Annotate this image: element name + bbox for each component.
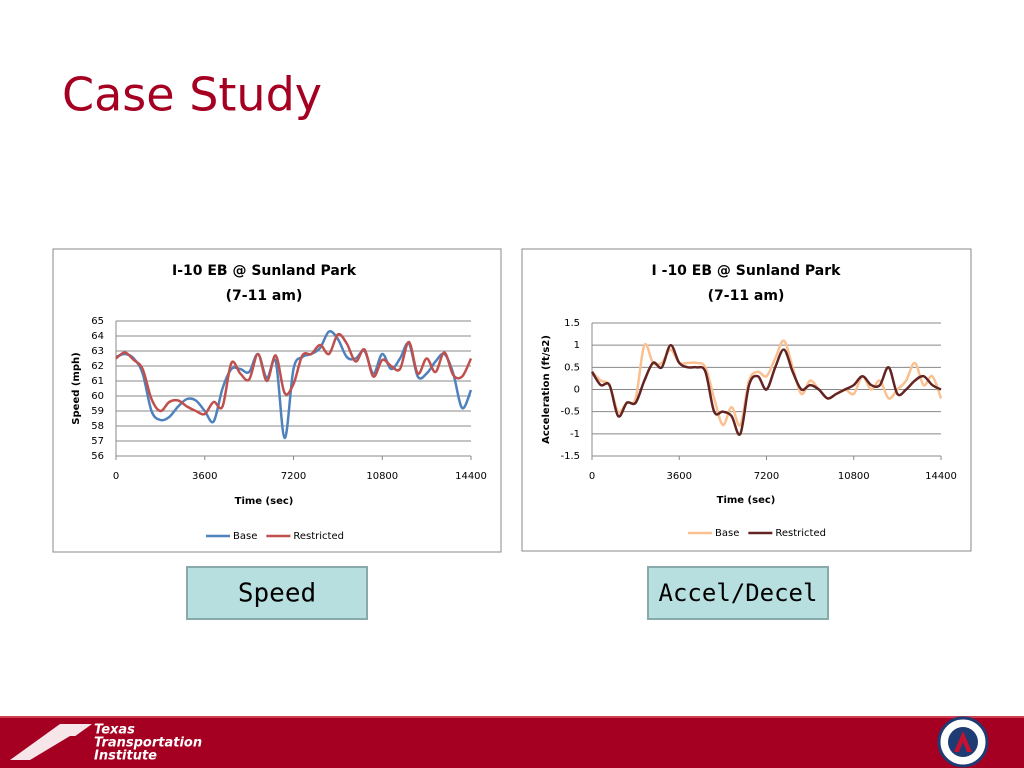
y-tick-label: 62 [91, 361, 104, 372]
y-tick-label: 60 [91, 391, 104, 402]
y-tick-label: 61 [91, 376, 104, 387]
y-tick-label: 65 [91, 316, 104, 327]
y-axis-label: Acceleration (ft/s2) [541, 335, 552, 444]
x-tick-label: 7200 [281, 471, 306, 482]
chart-subtitle: (7-11 am) [226, 288, 303, 304]
y-tick-label: -1.5 [560, 451, 580, 462]
logo-swoosh [30, 736, 90, 760]
logo-swoosh [10, 724, 92, 760]
x-axis-label: Time (sec) [235, 496, 294, 507]
y-tick-label: 64 [91, 331, 104, 342]
y-tick-label: 1.5 [564, 318, 580, 329]
chart-title: I-10 EB @ Sunland Park [172, 263, 357, 279]
y-tick-label: 63 [91, 346, 104, 357]
y-tick-label: 0 [574, 385, 580, 396]
speed-button [186, 566, 368, 620]
y-tick-label: -0.5 [560, 407, 580, 418]
legend-label: Base [715, 528, 739, 539]
y-tick-label: 57 [91, 436, 104, 447]
slide-title: Case Study [62, 68, 322, 122]
y-tick-label: -1 [570, 429, 580, 440]
y-tick-label: 58 [91, 421, 104, 432]
x-tick-label: 10800 [838, 471, 870, 482]
x-tick-label: 0 [589, 471, 595, 482]
legend-label: Restricted [775, 528, 826, 539]
data-line [590, 343, 942, 436]
x-tick-label: 14400 [455, 471, 487, 482]
accel-button [647, 566, 829, 620]
y-axis-label: Speed (mph) [71, 352, 82, 424]
x-tick-label: 3600 [192, 471, 217, 482]
chart-frame [52, 248, 502, 553]
x-tick-label: 3600 [667, 471, 692, 482]
x-axis-label: Time (sec) [717, 495, 776, 506]
footer-text: Transportation [94, 736, 202, 751]
y-tick-label: 1 [574, 340, 580, 351]
chart-title: I -10 EB @ Sunland Park [652, 263, 842, 279]
data-line [115, 332, 473, 416]
footer-text: Institute [94, 749, 157, 764]
x-tick-label: 14400 [925, 471, 957, 482]
footer-bar [0, 716, 1024, 768]
chart-subtitle: (7-11 am) [708, 288, 785, 304]
button-label: Accel/Decel [659, 579, 818, 607]
button-label: Speed [238, 579, 316, 609]
university-logo [954, 731, 972, 752]
y-tick-label: 56 [91, 451, 104, 462]
x-tick-label: 0 [113, 471, 119, 482]
footer-text: Texas [94, 723, 135, 738]
y-tick-label: 0.5 [564, 362, 580, 373]
y-tick-label: 59 [91, 406, 104, 417]
x-tick-label: 7200 [754, 471, 779, 482]
legend-label: Restricted [293, 531, 344, 542]
data-line [591, 339, 943, 427]
x-tick-label: 10800 [366, 471, 398, 482]
legend-label: Base [233, 531, 257, 542]
